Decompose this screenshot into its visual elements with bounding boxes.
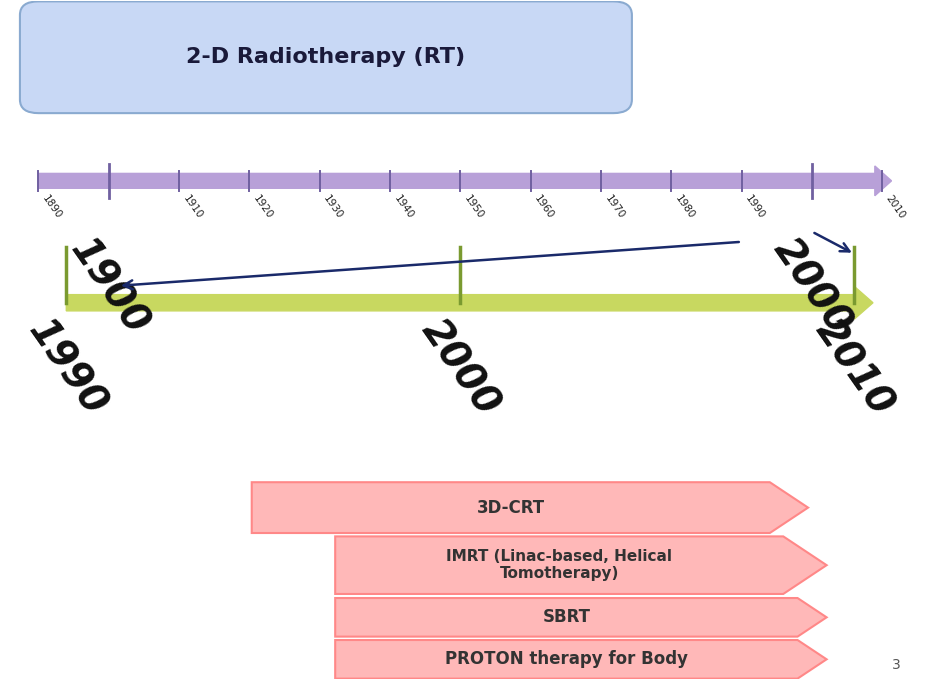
Polygon shape bbox=[335, 598, 827, 636]
Text: 2-D Radiotherapy (RT): 2-D Radiotherapy (RT) bbox=[186, 47, 466, 67]
Text: 1950: 1950 bbox=[462, 193, 485, 220]
Text: 2010: 2010 bbox=[884, 193, 908, 220]
Text: 1980: 1980 bbox=[673, 193, 697, 220]
Text: SBRT: SBRT bbox=[542, 609, 591, 626]
Text: 1940: 1940 bbox=[392, 193, 415, 220]
Text: 1910: 1910 bbox=[181, 193, 205, 220]
Polygon shape bbox=[335, 537, 827, 594]
Text: IMRT (Linac-based, Helical
Tomotherapy): IMRT (Linac-based, Helical Tomotherapy) bbox=[446, 549, 672, 581]
Text: 2000: 2000 bbox=[765, 232, 858, 342]
Text: PROTON therapy for Body: PROTON therapy for Body bbox=[445, 650, 688, 668]
Text: 1990: 1990 bbox=[20, 313, 113, 423]
Text: 3: 3 bbox=[892, 658, 901, 672]
Text: 1900: 1900 bbox=[62, 232, 155, 342]
Polygon shape bbox=[252, 482, 808, 533]
FancyArrow shape bbox=[38, 166, 892, 196]
Text: 1970: 1970 bbox=[603, 193, 626, 220]
Text: 1930: 1930 bbox=[322, 193, 345, 220]
Text: 1920: 1920 bbox=[251, 193, 274, 220]
FancyArrow shape bbox=[66, 286, 873, 319]
Polygon shape bbox=[335, 640, 827, 679]
Text: 2010: 2010 bbox=[808, 313, 901, 423]
Text: 2000: 2000 bbox=[414, 313, 507, 423]
Text: 3D-CRT: 3D-CRT bbox=[477, 498, 545, 517]
FancyBboxPatch shape bbox=[20, 1, 631, 113]
Text: 1890: 1890 bbox=[40, 193, 63, 220]
Text: 1990: 1990 bbox=[743, 193, 767, 220]
Text: 1960: 1960 bbox=[533, 193, 556, 220]
